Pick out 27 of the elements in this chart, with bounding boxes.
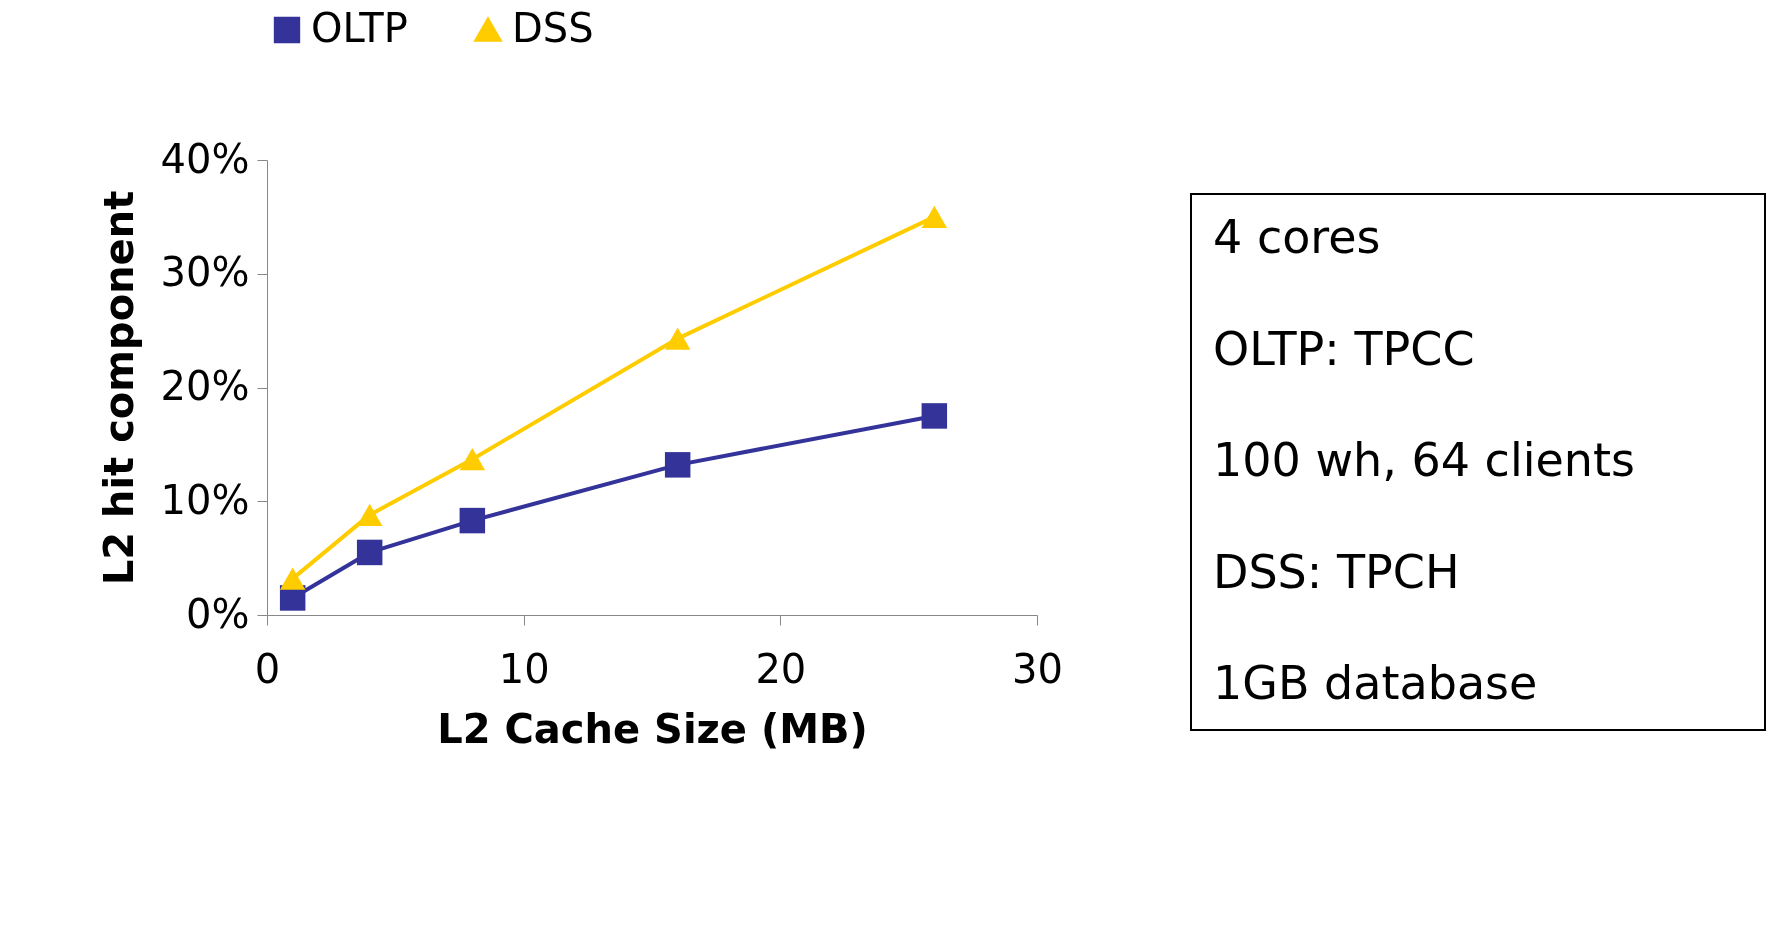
x-tick-label: 20 xyxy=(755,645,807,692)
point xyxy=(356,503,383,526)
point xyxy=(356,539,383,566)
point xyxy=(921,205,948,228)
text: 4 cores xyxy=(1213,210,1381,264)
legend-label: OLTP xyxy=(311,5,408,51)
y-tick-label: 20% xyxy=(160,363,250,409)
y-tick-label: 10% xyxy=(160,476,250,523)
y-tick-label: 40% xyxy=(160,135,250,182)
point xyxy=(664,452,691,478)
y-tick-label: 30% xyxy=(160,249,250,296)
text: 1GB database xyxy=(1213,656,1538,710)
point xyxy=(664,327,691,350)
point xyxy=(459,507,486,534)
text: 100 wh, 64 clients xyxy=(1213,433,1635,487)
point xyxy=(279,567,306,590)
point xyxy=(459,448,486,471)
point xyxy=(921,403,948,429)
text: DSS: TPCH xyxy=(1213,544,1460,599)
y-axis-title: L2 hit component xyxy=(95,190,142,586)
x-tick-label: 0 xyxy=(254,645,281,692)
x-axis-title: L2 Cache Size (MB) xyxy=(437,705,868,752)
x-tick-label: 30 xyxy=(1012,645,1063,692)
y-tick-label: 0% xyxy=(186,590,250,637)
legend-label: DSS xyxy=(512,5,594,51)
x-tick-label: 10 xyxy=(498,645,550,692)
text: OLTP: TPCC xyxy=(1213,321,1475,376)
